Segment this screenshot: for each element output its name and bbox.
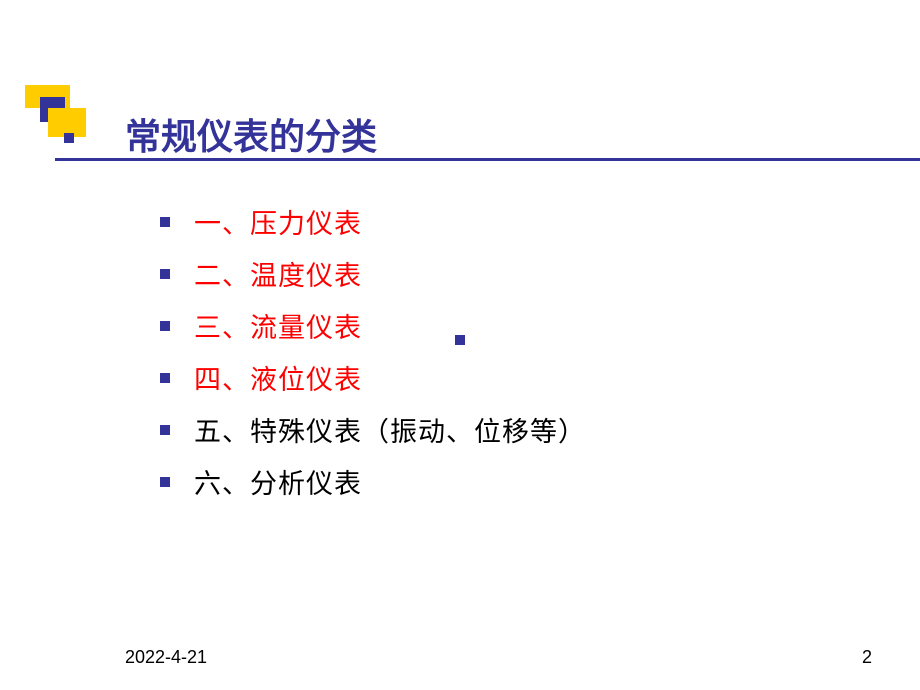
slide-decoration [0,85,100,145]
list-item: 二、温度仪表 [160,254,586,293]
cursor-marker [455,335,465,345]
list-item: 五、特殊仪表（振动、位移等） [160,410,586,449]
bullet-icon [160,477,170,487]
decoration-blue-2 [64,133,74,143]
bullet-icon [160,425,170,435]
item-text: 六、分析仪表 [194,462,362,501]
list-item: 一、压力仪表 [160,202,586,241]
item-text: 五、特殊仪表（振动、位移等） [194,410,586,449]
footer-date: 2022-4-21 [125,647,207,668]
bullet-icon [160,373,170,383]
item-text: 二、温度仪表 [194,254,362,293]
bullet-icon [160,321,170,331]
list-item: 六、分析仪表 [160,462,586,501]
bullet-icon [160,217,170,227]
item-text: 三、流量仪表 [194,306,362,345]
slide-title: 常规仪表的分类 [125,108,377,160]
content-list: 一、压力仪表 二、温度仪表 三、流量仪表 四、液位仪表 五、特殊仪表（振动、位移… [160,202,586,514]
item-text: 一、压力仪表 [194,202,362,241]
item-text: 四、液位仪表 [194,358,362,397]
list-item: 四、液位仪表 [160,358,586,397]
footer-page-number: 2 [862,647,872,668]
bullet-icon [160,269,170,279]
list-item: 三、流量仪表 [160,306,586,345]
